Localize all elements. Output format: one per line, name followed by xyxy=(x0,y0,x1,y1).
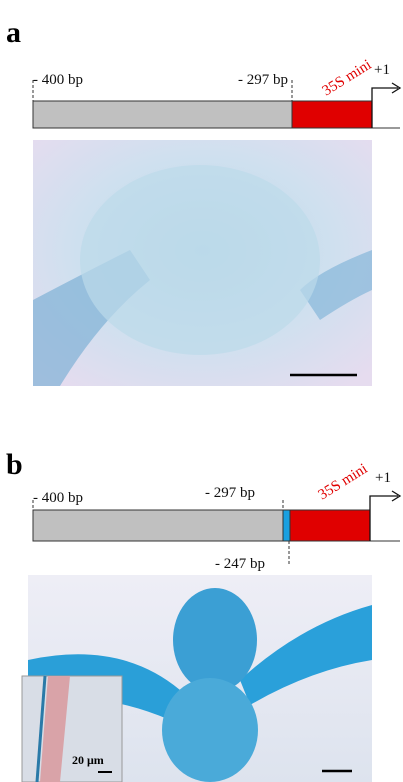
figure: a - 400 bp - 297 bp 35S mini +1 b - 400 … xyxy=(0,0,403,782)
panel-label: a xyxy=(6,16,21,49)
insert-segment xyxy=(283,510,290,541)
leaf xyxy=(173,588,257,692)
position-label: - 247 bp xyxy=(215,556,265,572)
tss-label: +1 xyxy=(374,62,390,78)
minimal-label: 35S mini xyxy=(316,461,371,504)
promoter-segment xyxy=(33,101,292,128)
position-label: - 297 bp xyxy=(238,72,288,88)
minimal-promoter xyxy=(292,101,372,128)
position-label: - 400 bp xyxy=(33,72,83,88)
minimal-promoter xyxy=(290,510,370,541)
hypocotyl xyxy=(162,678,258,782)
promoter-segment xyxy=(33,510,283,541)
minimal-label: 35S mini xyxy=(320,57,375,100)
tss-label: +1 xyxy=(375,470,391,486)
tissue xyxy=(80,165,320,355)
position-label: - 400 bp xyxy=(33,490,83,506)
tss-arrow xyxy=(370,491,400,541)
tss-arrow xyxy=(372,83,400,128)
panel-label: b xyxy=(6,448,23,481)
inset-scale-label: 20 μm xyxy=(72,753,104,767)
position-label: - 297 bp xyxy=(205,485,255,501)
